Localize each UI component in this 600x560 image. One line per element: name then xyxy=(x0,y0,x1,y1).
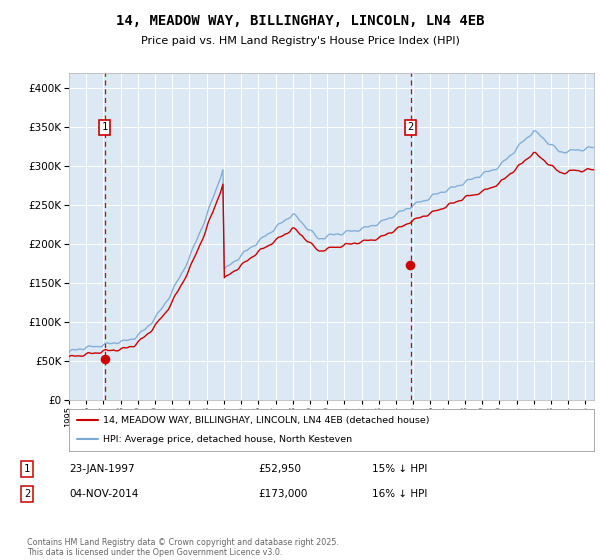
Text: 23-JAN-1997: 23-JAN-1997 xyxy=(69,464,134,474)
Text: Price paid vs. HM Land Registry's House Price Index (HPI): Price paid vs. HM Land Registry's House … xyxy=(140,36,460,46)
Text: 16% ↓ HPI: 16% ↓ HPI xyxy=(372,489,427,499)
Text: Contains HM Land Registry data © Crown copyright and database right 2025.
This d: Contains HM Land Registry data © Crown c… xyxy=(27,538,339,557)
Text: HPI: Average price, detached house, North Kesteven: HPI: Average price, detached house, Nort… xyxy=(103,435,352,444)
Text: £173,000: £173,000 xyxy=(258,489,307,499)
Text: 2: 2 xyxy=(24,489,30,499)
Text: £52,950: £52,950 xyxy=(258,464,301,474)
Text: 1: 1 xyxy=(101,123,108,132)
Text: 14, MEADOW WAY, BILLINGHAY, LINCOLN, LN4 4EB (detached house): 14, MEADOW WAY, BILLINGHAY, LINCOLN, LN4… xyxy=(103,416,430,424)
Text: 1: 1 xyxy=(24,464,30,474)
Point xyxy=(100,354,110,363)
Text: 04-NOV-2014: 04-NOV-2014 xyxy=(69,489,139,499)
Text: 15% ↓ HPI: 15% ↓ HPI xyxy=(372,464,427,474)
Text: 2: 2 xyxy=(407,123,413,132)
Point xyxy=(405,261,415,270)
Text: 14, MEADOW WAY, BILLINGHAY, LINCOLN, LN4 4EB: 14, MEADOW WAY, BILLINGHAY, LINCOLN, LN4… xyxy=(116,14,484,28)
